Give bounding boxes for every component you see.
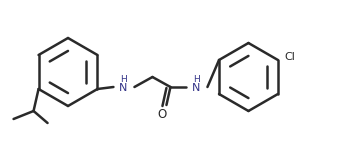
Text: N: N	[119, 83, 128, 93]
Text: Cl: Cl	[284, 52, 295, 62]
Text: H: H	[120, 75, 127, 84]
Text: N: N	[192, 83, 201, 93]
Text: O: O	[158, 107, 167, 121]
Text: H: H	[193, 75, 200, 84]
